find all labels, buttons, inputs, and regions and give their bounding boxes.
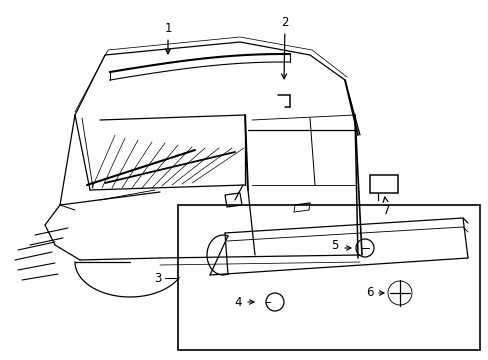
Bar [369,175,397,193]
Text: 1: 1 [164,22,171,54]
Text: 2: 2 [281,15,288,79]
Text: 6: 6 [366,287,373,300]
Text: 4: 4 [234,296,242,309]
Bar [178,205,479,350]
Text: 3: 3 [154,271,162,284]
Text: 5: 5 [330,239,337,252]
Text: 7: 7 [383,197,390,216]
